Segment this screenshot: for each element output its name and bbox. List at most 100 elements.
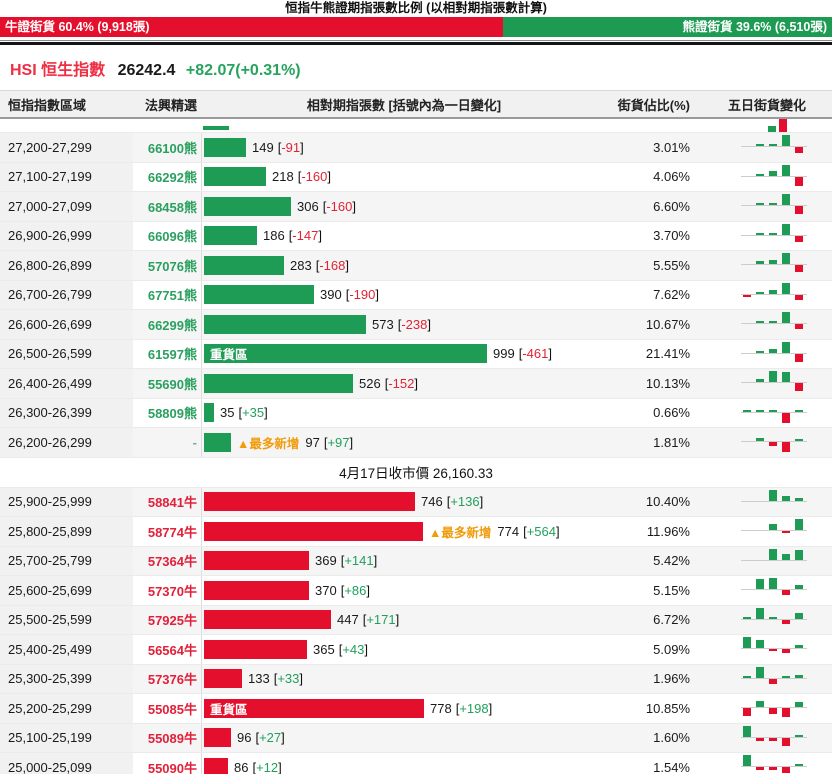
- sparkline-down-bar: [782, 767, 790, 774]
- sparkline-down-bar: [782, 619, 790, 624]
- sparkline-up-bar: [756, 607, 764, 619]
- warrant-code[interactable]: 57376牛: [147, 672, 197, 688]
- cropped-row-remnant: [0, 119, 832, 133]
- sparkline-up-bar: [782, 675, 790, 678]
- contracts-bar-cell: 306 [-160]: [201, 192, 607, 221]
- sparkline-up-bar: [769, 289, 777, 294]
- sparkline-up-bar: [743, 725, 751, 737]
- contracts-value: 573: [372, 316, 394, 332]
- one-day-change: [+33]: [273, 671, 304, 687]
- contracts-value: 133: [248, 671, 270, 687]
- one-day-change: [-152]: [384, 375, 418, 391]
- sparkline-down-bar: [769, 737, 777, 741]
- five-day-sparkline: [741, 753, 807, 774]
- contracts-bar-cell: 186 [-147]: [201, 221, 607, 250]
- warrant-code[interactable]: 58841牛: [147, 495, 197, 511]
- table-row: 25,400-25,499 56564牛 365 [+43] 5.09%: [0, 635, 832, 665]
- sparkline-baseline: [741, 707, 807, 709]
- one-day-change: [-147]: [288, 228, 322, 244]
- oi-percent-cell: 10.40%: [645, 494, 690, 510]
- sparkline-baseline: [741, 411, 807, 413]
- warrant-code[interactable]: 66299熊: [147, 317, 197, 333]
- sparkline-baseline: [741, 766, 807, 768]
- one-day-change: [+97]: [323, 434, 354, 450]
- five-day-sparkline: [741, 665, 807, 693]
- sparkline-cell: [702, 694, 832, 723]
- sparkline-cell: [702, 635, 832, 664]
- one-day-change: [+136]: [446, 494, 484, 510]
- warrant-code[interactable]: 55690熊: [147, 376, 197, 392]
- sparkline-cell: [702, 606, 832, 635]
- contracts-value: 365: [313, 641, 335, 657]
- contracts-bar: 重貨區: [204, 698, 424, 718]
- sparkline-up-bar: [782, 135, 790, 147]
- one-day-change-value: +43: [342, 641, 365, 657]
- warrant-code[interactable]: 57925牛: [147, 613, 197, 629]
- one-day-change: [-461]: [518, 346, 552, 362]
- warrant-code[interactable]: 57364牛: [147, 554, 197, 570]
- warrant-code[interactable]: 68458熊: [147, 199, 197, 215]
- sparkline-up-bar: [769, 170, 777, 176]
- sparkline-up-bar: [795, 549, 803, 560]
- five-day-sparkline: [741, 428, 807, 456]
- price-range-cell: 27,100-27,199: [0, 162, 133, 191]
- sparkline-up-bar: [769, 578, 777, 590]
- one-day-change-value: +136: [450, 494, 480, 510]
- sparkline-baseline: [741, 323, 807, 325]
- warrant-code[interactable]: 67751熊: [147, 288, 197, 304]
- five-day-sparkline: [741, 635, 807, 663]
- close-price-divider: 4月17日收市價 26,160.33: [0, 457, 832, 488]
- warrant-code[interactable]: 58774牛: [147, 524, 197, 540]
- sparkline-cell: [702, 517, 832, 546]
- warrant-code[interactable]: 61597熊: [147, 347, 197, 363]
- contracts-bar-cell: 573 [-238]: [201, 310, 607, 339]
- header-oi-percent: 街貨佔比(%): [617, 97, 690, 113]
- sparkline-down-bar: [769, 442, 777, 447]
- sparkline-up-bar: [782, 553, 790, 560]
- contracts-bar: 重貨區: [204, 344, 487, 364]
- oi-percent-cell: 10.13%: [645, 375, 690, 391]
- sparkline-down-bar: [769, 678, 777, 684]
- five-day-sparkline: [741, 606, 807, 634]
- oi-percent-cell: 6.72%: [653, 612, 690, 628]
- sparkline-up-bar: [782, 253, 790, 265]
- warrant-code[interactable]: 56564牛: [147, 642, 197, 658]
- table-row: 27,200-27,299 66100熊 149 [-91] 3.01%: [0, 133, 832, 163]
- warrant-code[interactable]: 58809熊: [147, 406, 197, 422]
- warrant-code[interactable]: 55089牛: [147, 731, 197, 747]
- table-row: 26,900-26,999 66096熊 186 [-147] 3.70%: [0, 221, 832, 251]
- contracts-bar: [204, 492, 415, 512]
- sparkline-up-bar: [743, 755, 751, 767]
- contracts-value: 149: [252, 139, 274, 155]
- price-range-cell: 26,700-26,799: [0, 280, 133, 309]
- sparkline-cell: [702, 340, 832, 369]
- warrant-code[interactable]: 55085牛: [147, 701, 197, 717]
- sparkline-cell: [702, 251, 832, 280]
- price-range-cell: 25,000-25,099: [0, 753, 133, 774]
- contracts-bar-cell: 重貨區 778 [+198]: [201, 694, 607, 723]
- five-day-sparkline: [741, 694, 807, 722]
- sparkline-up-bar: [756, 438, 764, 442]
- warrant-code[interactable]: 57076熊: [147, 258, 197, 274]
- price-range-cell: 26,500-26,599: [0, 339, 133, 368]
- table-row: 27,000-27,099 68458熊 306 [-160] 6.60%: [0, 192, 832, 222]
- one-day-change: [+43]: [338, 641, 369, 657]
- warrant-code[interactable]: 55090牛: [147, 760, 197, 774]
- warrant-code[interactable]: 66096熊: [147, 229, 197, 245]
- contracts-value: 369: [315, 553, 337, 569]
- sparkline-down-bar: [769, 649, 777, 652]
- warrant-code[interactable]: 66100熊: [147, 140, 197, 156]
- table-row: 25,200-25,299 55085牛 重貨區 778 [+198] 10.85%: [0, 694, 832, 724]
- price-range-cell: 26,200-26,299: [0, 428, 133, 457]
- one-day-change-value: -160: [301, 169, 328, 185]
- warrant-code[interactable]: 66292熊: [147, 170, 197, 186]
- five-day-sparkline: [741, 399, 807, 427]
- one-day-change-value: -147: [292, 228, 319, 244]
- sparkline-baseline: [741, 205, 807, 207]
- one-day-change: [+12]: [252, 759, 282, 774]
- contracts-bar-cell: 重貨區 999 [-461]: [201, 339, 607, 368]
- header-index-range: 恒指指數區域: [8, 97, 87, 113]
- bull-ratio-segment: 牛證街貨 60.4% (9,918張): [0, 17, 503, 37]
- sparkline-down-bar: [782, 590, 790, 596]
- warrant-code[interactable]: 57370牛: [147, 583, 197, 599]
